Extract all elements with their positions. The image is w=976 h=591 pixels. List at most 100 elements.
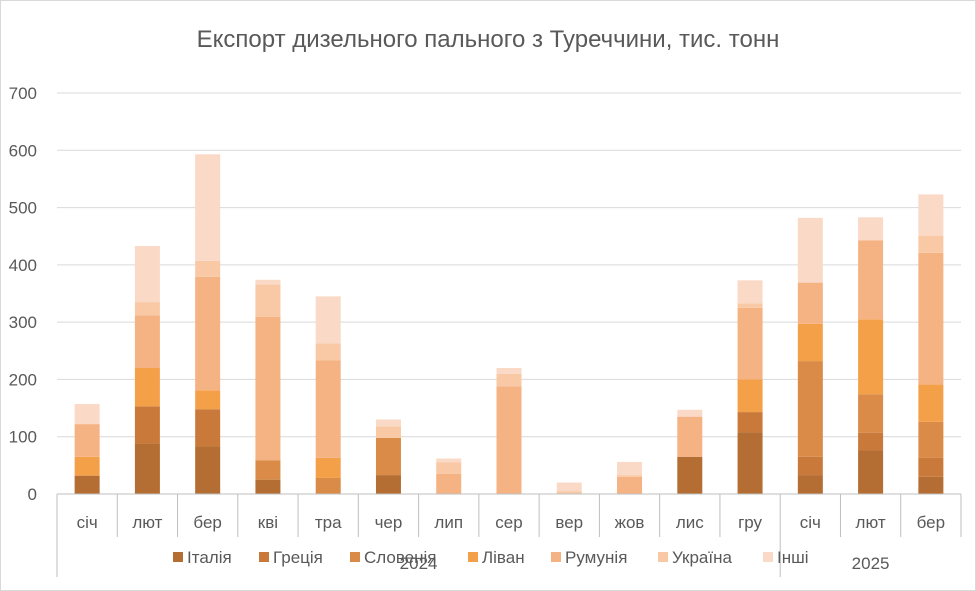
legend-label: Греція	[273, 548, 323, 567]
x-tick-label: вер	[555, 513, 583, 532]
bar-segment-італія	[255, 479, 281, 494]
y-tick-label: 100	[9, 428, 37, 447]
bar-segment-інші	[496, 367, 522, 374]
bar-segment-ліван	[315, 457, 341, 478]
bar-segment-ліван	[918, 384, 944, 422]
y-tick-label: 400	[9, 256, 37, 275]
bar-segment-греція	[195, 409, 221, 447]
bar-segment-словенія	[255, 460, 281, 480]
bar-segment-інші	[918, 194, 944, 236]
legend-swatch-ліван	[468, 552, 478, 562]
x-tick-label: бер	[193, 513, 221, 532]
bar-segment-італія	[74, 475, 100, 494]
bar-segment-греція	[737, 412, 763, 433]
bar-segment-румунія	[617, 476, 643, 494]
bar-segment-ліван	[858, 319, 884, 395]
bar-segment-словенія	[858, 394, 884, 433]
bar-segment-інші	[315, 296, 341, 344]
x-tick-label: гру	[738, 513, 762, 532]
legend-label: Італія	[187, 548, 232, 567]
y-tick-label: 0	[28, 485, 37, 504]
legend-swatch-україна	[658, 552, 668, 562]
x-tick-label: тра	[315, 513, 342, 532]
x-tick-label: січ	[800, 513, 821, 532]
bar-segment-інші	[375, 419, 401, 427]
bar-segment-італія	[858, 450, 884, 494]
bar-segment-румунія	[918, 252, 944, 385]
bar-segment-інші	[677, 409, 703, 417]
bar-segment-ліван	[195, 390, 221, 410]
bar-segment-румунія	[496, 386, 522, 494]
bar-segment-словенія	[375, 437, 401, 476]
bar-segment-румунія	[74, 424, 100, 457]
bar-segment-італія	[134, 443, 160, 494]
bar-segment-інші	[134, 245, 160, 303]
bar-segment-словенія	[918, 421, 944, 458]
bar-segment-румунія	[255, 316, 281, 461]
legend-swatch-італія	[173, 552, 183, 562]
x-tick-label: лют	[856, 513, 886, 532]
bar-segment-румунія	[797, 282, 823, 324]
bar-segment-румунія	[737, 307, 763, 380]
bar-segment-інші	[74, 404, 100, 425]
legend-label: Ліван	[482, 548, 525, 567]
legend-label: Словенія	[364, 548, 437, 567]
bars	[74, 154, 944, 494]
y-tick-label: 500	[9, 199, 37, 218]
bar-segment-румунія	[436, 473, 462, 494]
x-tick-label: бер	[917, 513, 945, 532]
bar-segment-словенія	[315, 477, 341, 494]
bar-segment-україна	[617, 475, 643, 477]
legend: Італія Греція Словенія Ліван Румунія Україна І…	[173, 548, 809, 567]
bar-segment-греція	[797, 456, 823, 476]
bar-segment-румунія	[315, 360, 341, 458]
bar-segment-україна	[918, 235, 944, 253]
x-tick-label: лют	[132, 513, 162, 532]
bar-segment-україна	[375, 426, 401, 438]
y-tick-label: 600	[9, 141, 37, 160]
y-tick-label: 300	[9, 313, 37, 332]
year-group-label: 2025	[852, 554, 890, 573]
bar-segment-словенія	[797, 361, 823, 457]
bar-segment-інші	[195, 154, 221, 261]
bar-segment-італія	[677, 456, 703, 494]
bar-segment-італія	[797, 475, 823, 494]
bar-segment-італія	[737, 432, 763, 494]
bar-segment-україна	[737, 303, 763, 308]
bar-segment-інші	[797, 217, 823, 283]
bar-segment-україна	[496, 373, 522, 387]
axes: 0 100 200 300 400 500 600 700 січ лют бер кві тра чер…	[9, 84, 962, 577]
legend-swatch-словенія	[350, 552, 360, 562]
legend-swatch-інші	[763, 552, 773, 562]
bar-segment-румунія	[677, 416, 703, 457]
bar-segment-греція	[858, 432, 884, 451]
bar-segment-україна	[255, 284, 281, 317]
x-tick-label: лип	[434, 513, 463, 532]
bar-segment-інші	[858, 217, 884, 241]
legend-label: Україна	[672, 548, 732, 567]
bar-segment-італія	[195, 446, 221, 494]
bar-segment-румунія	[858, 240, 884, 320]
legend-label: Інші	[777, 548, 809, 567]
bar-segment-інші	[255, 279, 281, 285]
bar-segment-україна	[315, 343, 341, 361]
bar-segment-румунія	[134, 315, 160, 368]
bar-segment-україна	[195, 260, 221, 277]
year-group-label: 2024	[400, 554, 438, 573]
bar-segment-інші	[737, 280, 763, 304]
legend-swatch-румунія	[551, 552, 561, 562]
bar-segment-україна	[556, 491, 582, 494]
y-tick-label: 700	[9, 84, 37, 103]
bar-segment-ліван	[737, 379, 763, 413]
bar-segment-греція	[134, 406, 160, 444]
bar-segment-ліван	[74, 456, 100, 476]
x-tick-label: жов	[615, 513, 645, 532]
bar-segment-інші	[436, 458, 462, 463]
x-tick-label: сер	[495, 513, 522, 532]
y-tick-label: 200	[9, 370, 37, 389]
legend-label: Румунія	[565, 548, 627, 567]
bar-segment-інші	[617, 461, 643, 476]
x-tick-label: чер	[375, 513, 403, 532]
